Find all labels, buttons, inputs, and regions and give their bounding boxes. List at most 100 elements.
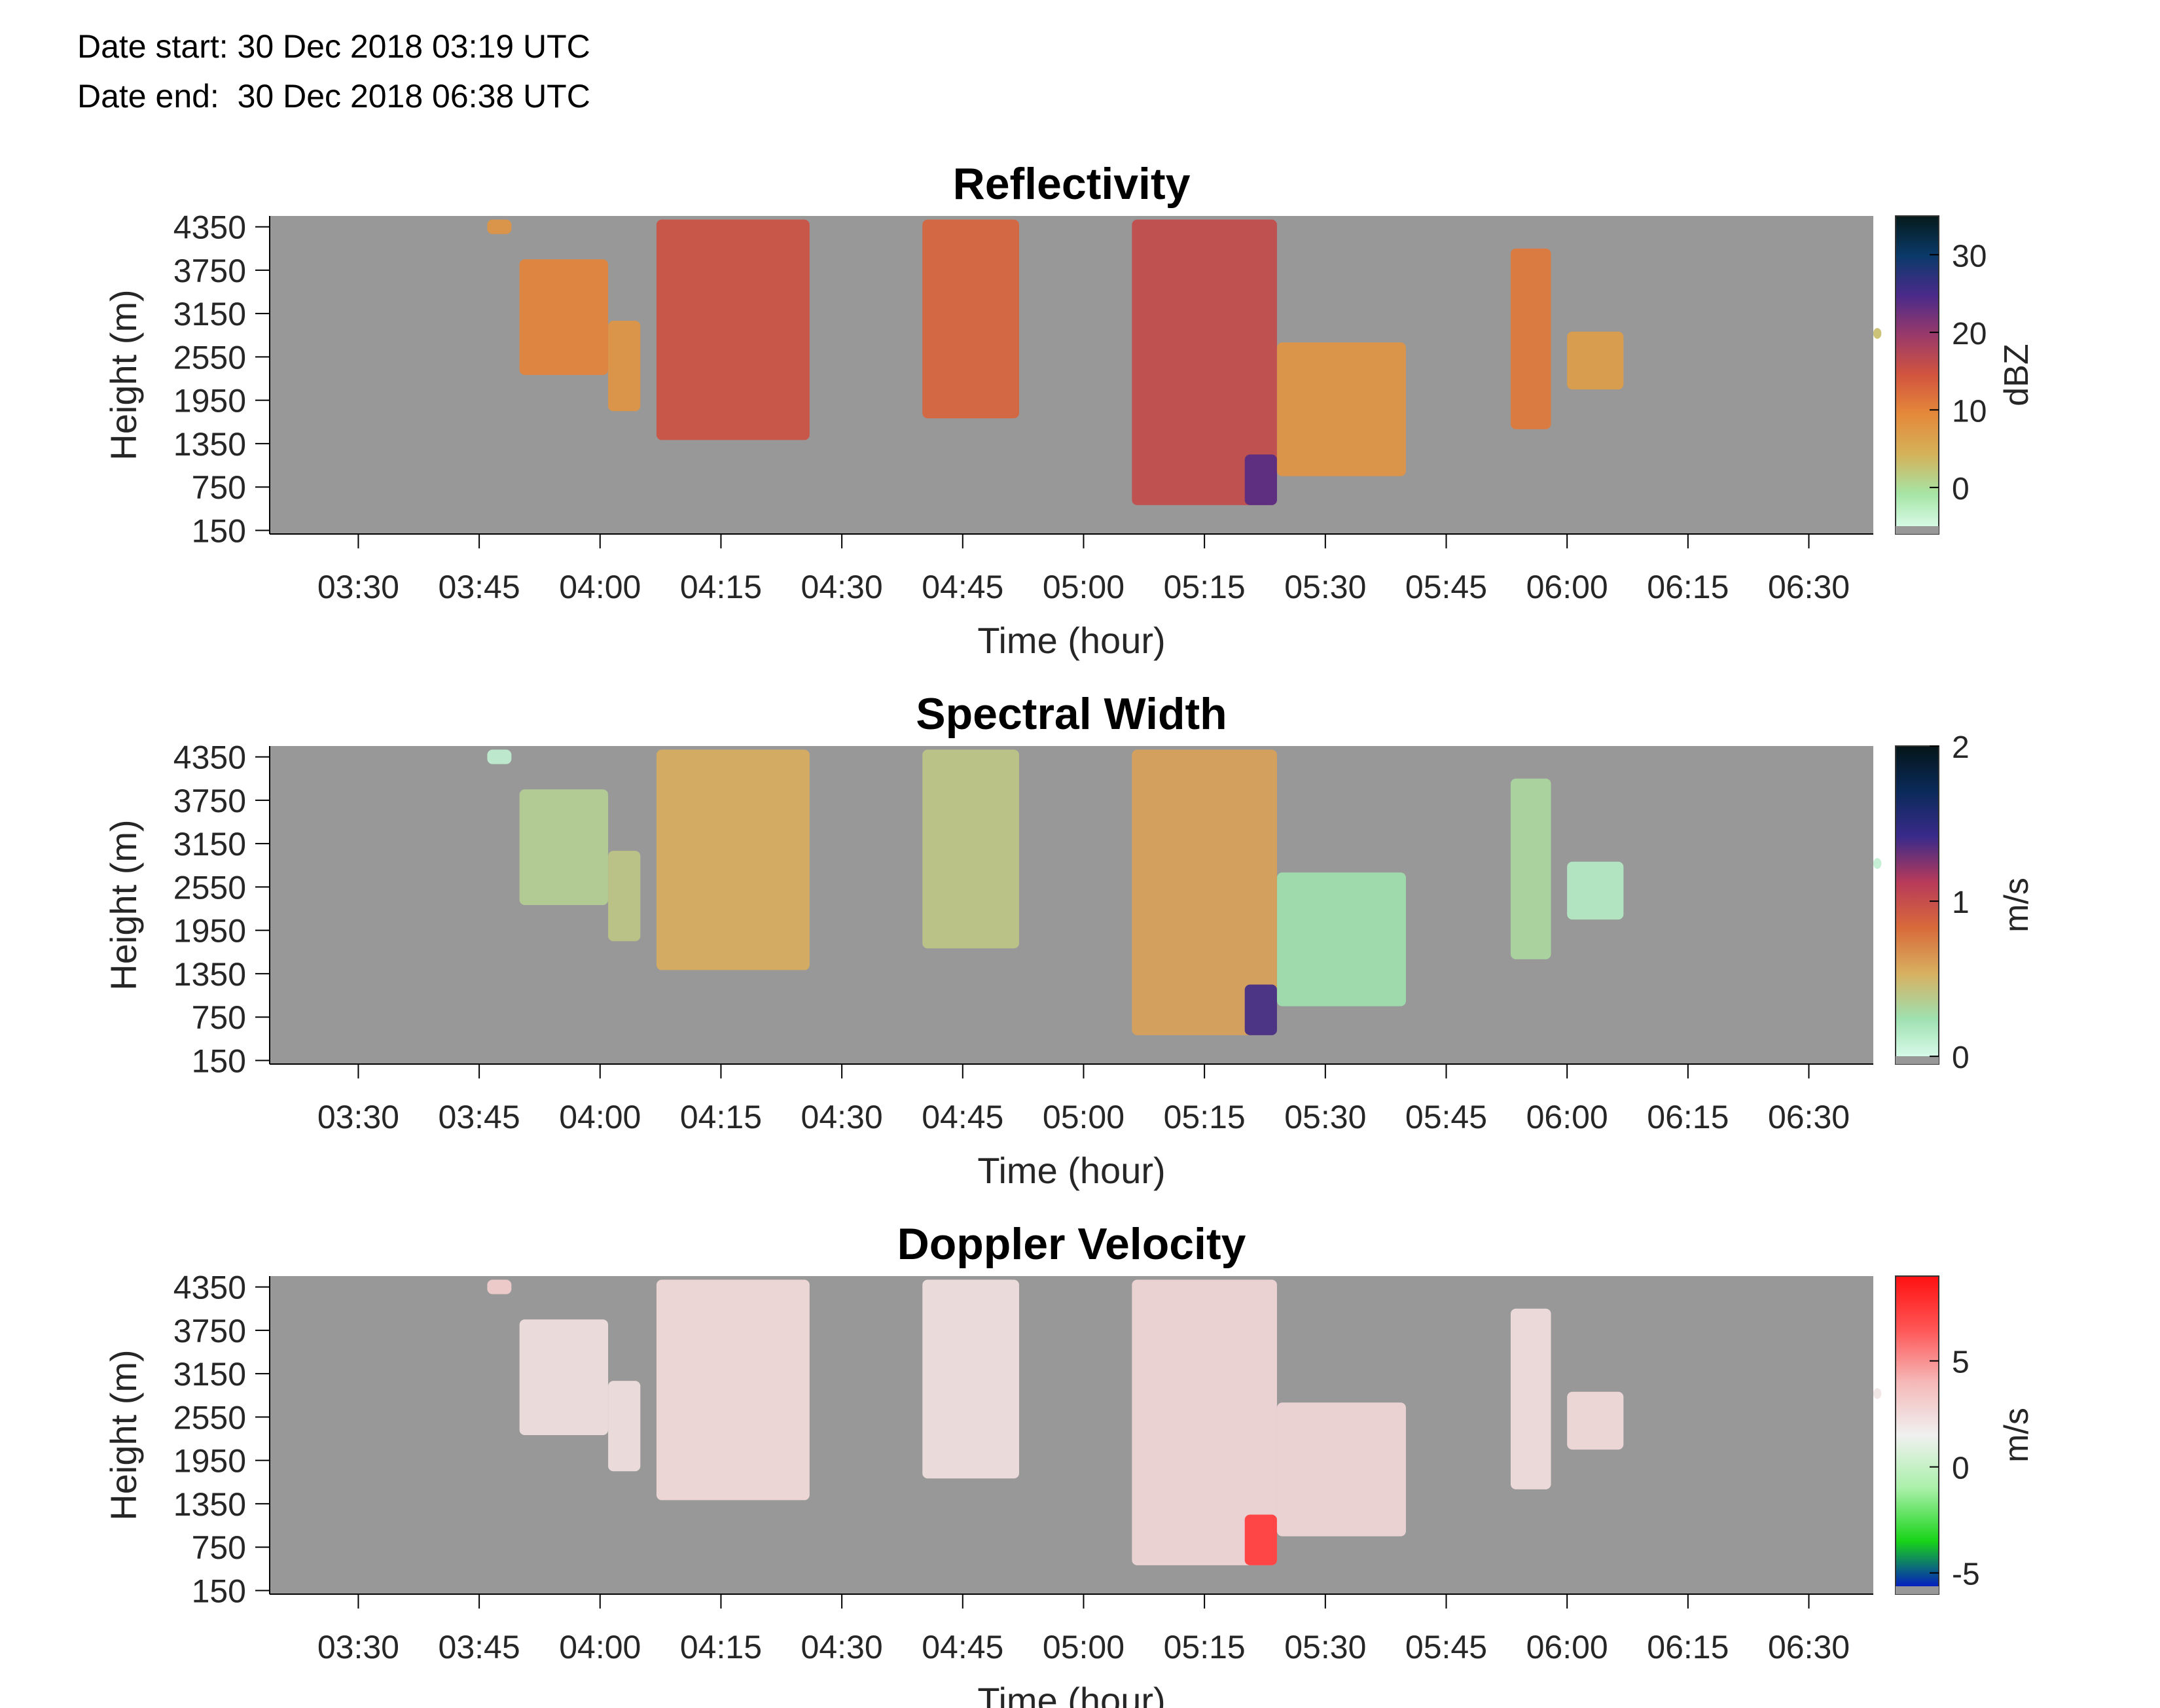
echo-cell <box>519 1319 609 1435</box>
x-tick-label: 06:15 <box>1647 1099 1729 1135</box>
y-tick-label: 750 <box>192 469 246 506</box>
y-tick-label: 3750 <box>173 1313 246 1349</box>
x-tick-label: 05:15 <box>1164 569 1246 605</box>
y-tick-label: 4350 <box>173 1270 246 1306</box>
y-axis-label: Height (m) <box>103 289 144 460</box>
echo-cell <box>1873 328 1882 339</box>
y-tick-label: 150 <box>192 1573 246 1609</box>
echo-cell <box>656 219 810 440</box>
panel-3: Doppler Velocity 03:30 03:45 04:00 04:15 04:3… <box>103 1219 2036 1708</box>
colorbar-tick-label: 0 <box>1952 1041 1970 1075</box>
x-tick-label: 06:30 <box>1768 569 1850 605</box>
echo-cell <box>1873 858 1882 869</box>
echo-cell <box>1567 1391 1624 1450</box>
plot-area <box>270 1276 1873 1594</box>
x-tick-label: 04:00 <box>559 1099 641 1135</box>
x-tick-label: 04:30 <box>801 1629 883 1665</box>
echo-cell <box>1510 248 1551 429</box>
x-tick-label: 06:15 <box>1647 569 1729 605</box>
x-tick-label: 05:00 <box>1043 1629 1125 1665</box>
y-tick-label: 3150 <box>173 296 246 332</box>
colorbar-label: m/s <box>1998 1408 2036 1463</box>
plot-area <box>270 216 1873 534</box>
x-tick-label: 03:45 <box>439 569 520 605</box>
colorbar-tick-label: 10 <box>1952 394 1987 429</box>
x-tick-label: 03:45 <box>439 1629 520 1665</box>
x-tick-label: 03:30 <box>317 1629 399 1665</box>
echo-cell <box>1567 331 1624 390</box>
colorbar <box>1895 215 1939 535</box>
panel-title: Spectral Width <box>916 689 1227 739</box>
echo-cell <box>1132 1279 1277 1565</box>
x-tick-label: 05:45 <box>1405 569 1487 605</box>
x-tick-label: 04:45 <box>922 1629 1003 1665</box>
colorbar-tick-label: -5 <box>1952 1557 1980 1592</box>
colorbar-tick-label: 2 <box>1952 730 1970 765</box>
x-tick-label: 04:30 <box>801 569 883 605</box>
x-tick-label: 05:45 <box>1405 1099 1487 1135</box>
y-axis-label: Height (m) <box>103 1349 144 1520</box>
x-tick-label: 06:30 <box>1768 1099 1850 1135</box>
colorbar <box>1895 745 1939 1065</box>
y-tick-label: 3150 <box>173 1356 246 1393</box>
x-axis-label: Time (hour) <box>977 1680 1165 1708</box>
colorbar-nodata-swatch <box>1896 1586 1939 1594</box>
echo-cell <box>1244 984 1277 1035</box>
x-tick-label: 05:30 <box>1284 1099 1366 1135</box>
panel-title: Reflectivity <box>953 159 1191 209</box>
colorbar <box>1895 1275 1939 1595</box>
panel-1: Reflectivity 03:30 03:45 04:00 04:15 04:30 04:… <box>103 159 2036 661</box>
x-axis-label: Time (hour) <box>977 1150 1165 1191</box>
echo-cell <box>519 259 609 375</box>
echo-cell <box>608 321 641 412</box>
y-tick-label: 2550 <box>173 869 246 906</box>
echo-cell <box>656 1279 810 1501</box>
x-axis-label: Time (hour) <box>977 620 1165 661</box>
echo-cell <box>1567 861 1624 920</box>
x-tick-label: 06:15 <box>1647 1629 1729 1665</box>
echo-cell <box>1510 1308 1551 1489</box>
y-tick-label: 2550 <box>173 339 246 376</box>
x-tick-label: 05:15 <box>1164 1629 1246 1665</box>
x-tick-label: 03:30 <box>317 569 399 605</box>
y-tick-label: 1350 <box>173 426 246 463</box>
date-start-line: Date start: 30 Dec 2018 03:19 UTC <box>77 27 590 65</box>
echo-cell <box>1510 778 1551 959</box>
x-tick-label: 04:15 <box>680 1099 762 1135</box>
date-end-line: Date end: 30 Dec 2018 06:38 UTC <box>77 77 590 115</box>
x-tick-label: 04:45 <box>922 1099 1003 1135</box>
colorbar-tick-label: 5 <box>1952 1345 1970 1380</box>
y-tick-label: 3150 <box>173 826 246 863</box>
y-tick-label: 750 <box>192 1529 246 1566</box>
x-tick-label: 05:00 <box>1043 1099 1125 1135</box>
y-tick-label: 2550 <box>173 1399 246 1436</box>
colorbar-nodata-swatch <box>1896 526 1939 534</box>
y-tick-label: 1950 <box>173 913 246 950</box>
date-end-label: Date end: <box>77 78 219 115</box>
colorbar-tick-label: 1 <box>1952 885 1970 920</box>
y-tick-label: 3750 <box>173 783 246 819</box>
x-tick-label: 06:00 <box>1526 1099 1608 1135</box>
echo-cell <box>1873 1388 1882 1399</box>
colorbar-tick-label: 30 <box>1952 239 1987 274</box>
echo-cell <box>608 851 641 942</box>
echo-cell <box>1276 1402 1406 1537</box>
y-tick-label: 4350 <box>173 739 246 776</box>
panel-title: Doppler Velocity <box>897 1219 1246 1269</box>
x-tick-label: 06:30 <box>1768 1629 1850 1665</box>
x-tick-label: 04:45 <box>922 569 1003 605</box>
echo-cell <box>922 219 1019 419</box>
y-tick-label: 1950 <box>173 1443 246 1480</box>
colorbar-tick-label: 0 <box>1952 472 1970 507</box>
x-tick-label: 05:00 <box>1043 569 1125 605</box>
date-start-value: 30 Dec 2018 03:19 UTC <box>237 28 590 65</box>
x-tick-label: 04:00 <box>559 1629 641 1665</box>
echo-cell <box>656 749 810 970</box>
x-tick-label: 03:45 <box>439 1099 520 1135</box>
x-tick-label: 05:45 <box>1405 1629 1487 1665</box>
echo-cell <box>1244 454 1277 505</box>
x-tick-label: 06:00 <box>1526 1629 1608 1665</box>
x-tick-label: 04:15 <box>680 569 762 605</box>
x-tick-label: 04:30 <box>801 1099 883 1135</box>
